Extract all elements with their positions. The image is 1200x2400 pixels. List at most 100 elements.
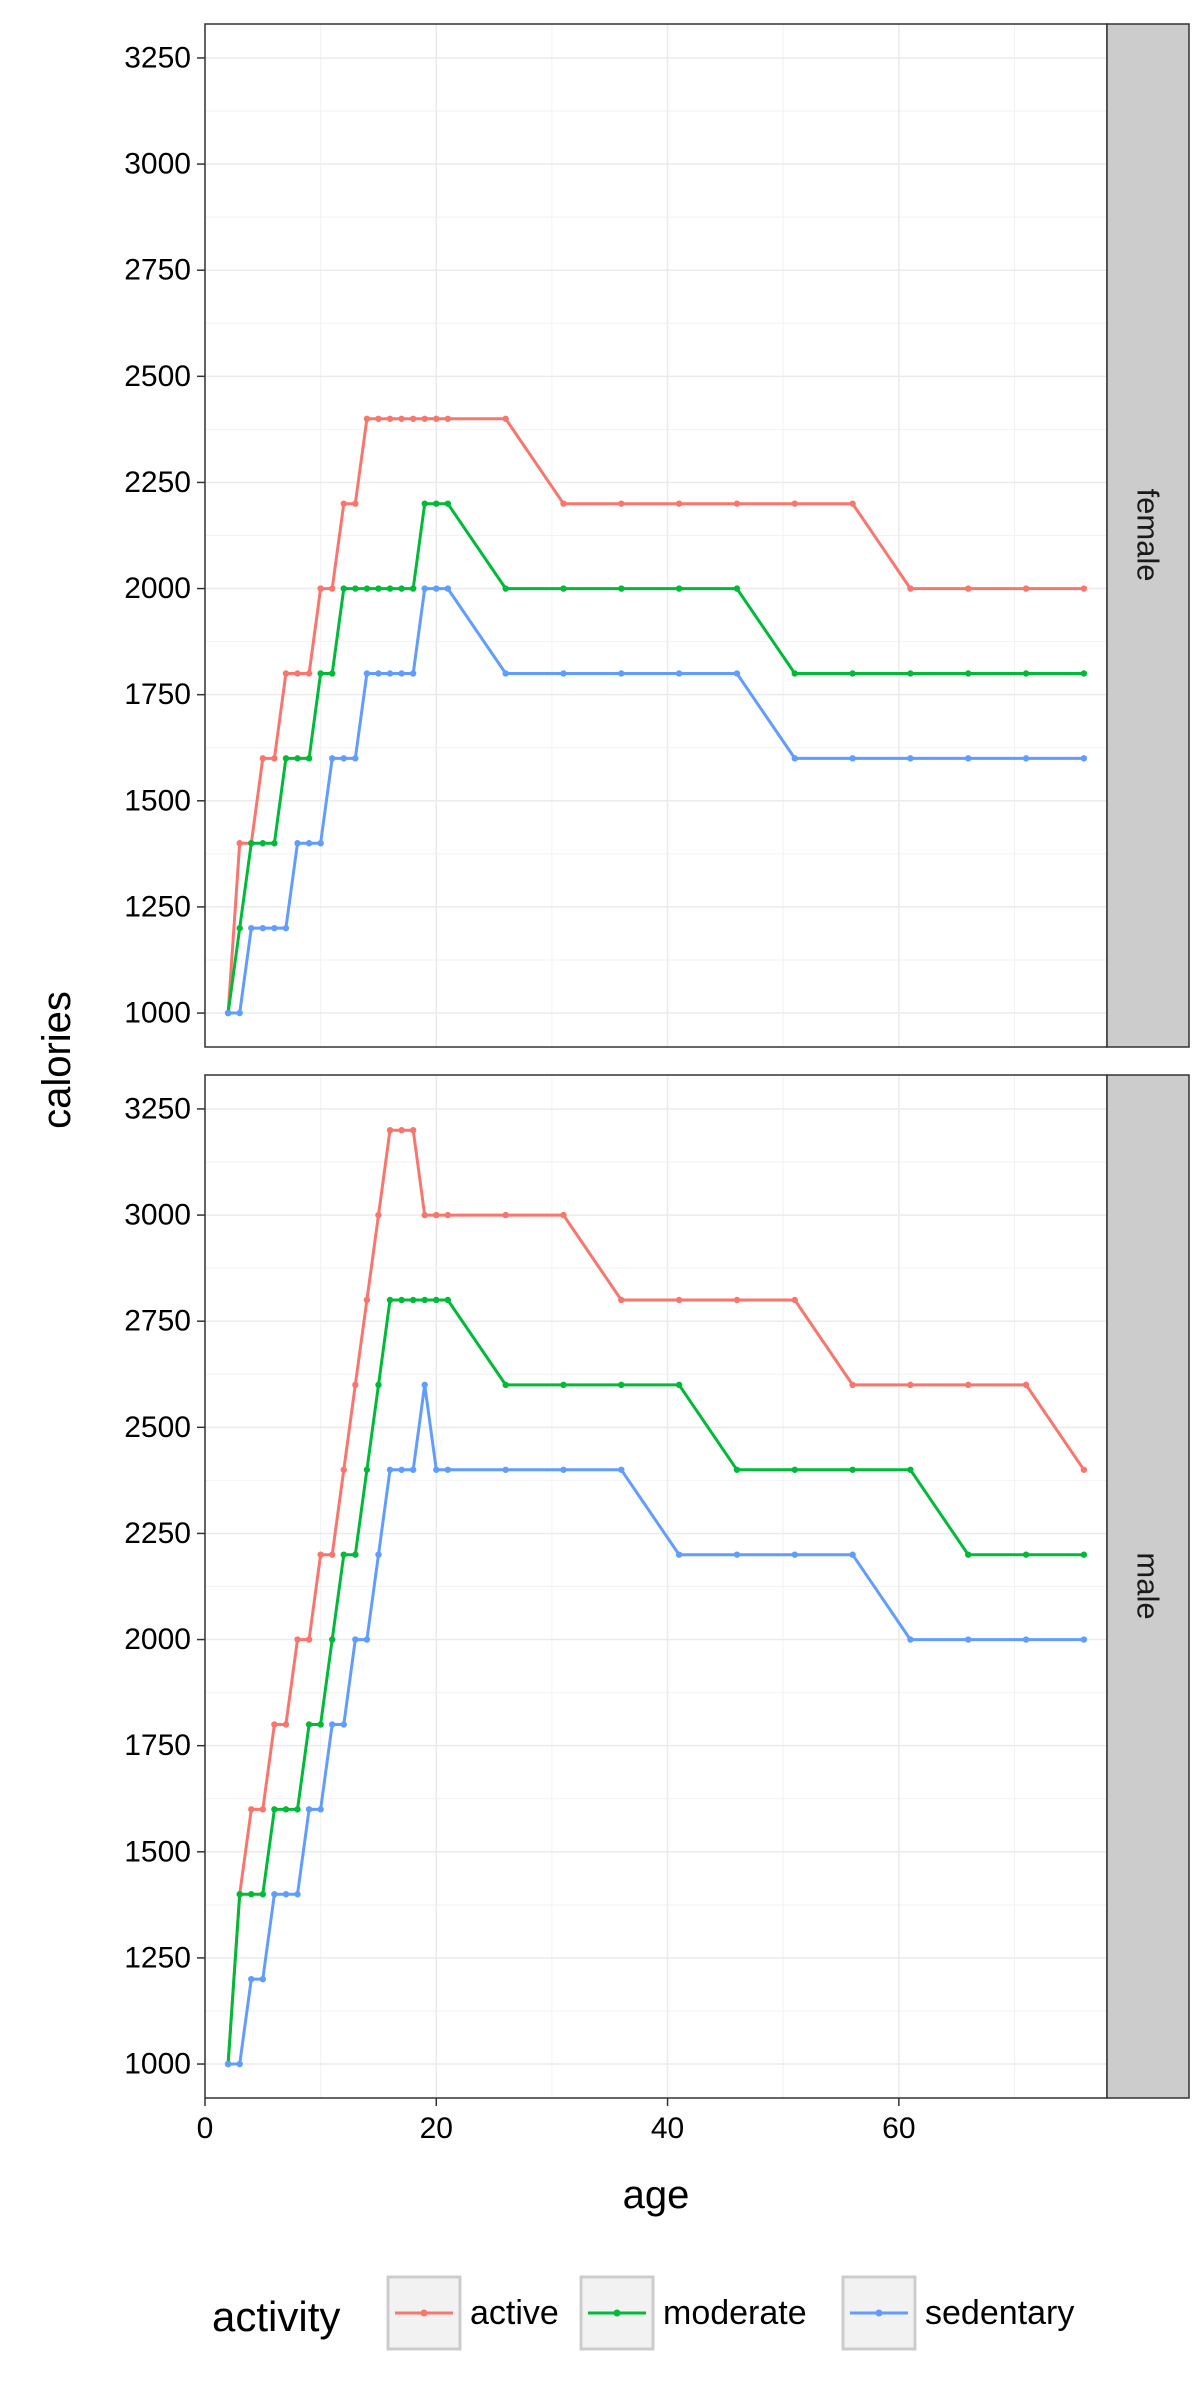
data-point-active: [421, 1211, 428, 1219]
data-point-active: [433, 415, 440, 422]
data-point-active: [502, 415, 509, 422]
panel-male: 1000 1250 1500 1750 2000 2250 2500 2750 3000 3250…: [124, 1074, 1190, 2099]
y-tick-label: 2250: [124, 466, 191, 499]
x-axis-title: age: [623, 2173, 690, 2217]
data-point-active: [733, 500, 741, 507]
data-point-moderate: [340, 585, 347, 592]
data-point-sedentary: [329, 1721, 336, 1728]
data-point-active: [236, 840, 243, 847]
data-point-active: [1080, 1466, 1088, 1473]
data-point-sedentary: [340, 1721, 347, 1728]
x-tick-label: 20: [420, 2112, 453, 2145]
data-point-sedentary: [560, 1466, 567, 1473]
data-point-sedentary: [386, 1466, 394, 1473]
data-point-sedentary: [236, 2060, 243, 2068]
y-tick-label: 3000: [124, 1199, 191, 1232]
data-point-active: [409, 1126, 417, 1134]
legend-title: activity: [212, 2293, 340, 2340]
data-point-sedentary: [398, 1466, 405, 1473]
data-point-sedentary: [375, 670, 382, 677]
data-point-active: [352, 500, 359, 507]
data-point-moderate: [329, 670, 336, 677]
data-point-active: [849, 500, 856, 507]
facet-strip-male: [1106, 1074, 1190, 2099]
legend-label: sedentary: [925, 2294, 1074, 2332]
data-point-active: [907, 1381, 914, 1389]
data-point-moderate: [502, 1381, 509, 1389]
data-point-moderate: [317, 1721, 324, 1728]
data-point-moderate: [305, 1721, 313, 1728]
y-tick-label: 2500: [124, 360, 191, 393]
data-point-moderate: [282, 755, 290, 762]
data-point-active: [907, 585, 914, 592]
data-point-sedentary: [409, 670, 417, 677]
data-point-sedentary: [791, 1551, 798, 1558]
data-point-active: [363, 1296, 371, 1304]
data-point-active: [791, 1296, 798, 1304]
data-point-moderate: [398, 1296, 405, 1304]
data-point-moderate: [675, 585, 683, 592]
data-point-moderate: [907, 1466, 914, 1473]
data-point-sedentary: [421, 1381, 428, 1389]
data-point-moderate: [271, 840, 278, 847]
y-axis-title: calories: [35, 991, 79, 1129]
x-tick-label: 60: [882, 2112, 915, 2145]
data-point-active: [282, 670, 290, 677]
data-point-moderate: [317, 670, 324, 677]
y-tick-label: 2500: [124, 1411, 191, 1444]
data-point-moderate: [248, 840, 255, 847]
panel-female: 1000 1250 1500 1750 2000 2250 2500 2750 3000 3250…: [124, 23, 1190, 1048]
data-point-active: [1022, 1381, 1030, 1389]
data-point-sedentary: [294, 840, 301, 847]
data-point-moderate: [421, 500, 428, 507]
panel-series: [224, 415, 1088, 1017]
data-point-moderate: [329, 1636, 336, 1643]
data-point-sedentary: [352, 1636, 359, 1643]
data-point-sedentary: [409, 1466, 417, 1473]
data-point-moderate: [294, 1806, 301, 1813]
data-point-sedentary: [259, 1975, 267, 1983]
data-point-moderate: [352, 585, 359, 592]
legend-key-point: [875, 2309, 883, 2317]
data-point-sedentary: [224, 1009, 232, 1017]
data-point-active: [433, 1211, 440, 1219]
data-point-sedentary: [433, 585, 440, 592]
data-point-sedentary: [849, 755, 856, 762]
data-point-moderate: [675, 1381, 683, 1389]
data-point-active: [352, 1381, 359, 1389]
data-point-active: [1022, 585, 1030, 592]
data-point-active: [791, 500, 798, 507]
data-point-sedentary: [294, 1891, 301, 1898]
data-point-active: [560, 1211, 567, 1219]
data-point-active: [329, 585, 336, 592]
data-point-sedentary: [907, 1636, 914, 1643]
data-point-active: [398, 415, 405, 422]
data-point-sedentary: [282, 924, 290, 932]
data-point-sedentary: [618, 670, 625, 677]
data-point-sedentary: [444, 1466, 452, 1473]
data-point-moderate: [733, 585, 741, 592]
data-point-moderate: [433, 1296, 440, 1304]
data-point-moderate: [282, 1806, 290, 1813]
x-tick-label: 0: [197, 2112, 214, 2145]
data-point-moderate: [1080, 1551, 1088, 1558]
x-tick-label: 40: [651, 2112, 684, 2145]
data-point-moderate: [433, 500, 440, 507]
legend-label: active: [470, 2294, 559, 2332]
data-point-active: [375, 1211, 382, 1219]
y-tick-label: 3250: [124, 1092, 191, 1125]
data-point-active: [849, 1381, 856, 1389]
data-point-moderate: [560, 1381, 567, 1389]
data-point-active: [409, 415, 417, 422]
data-point-moderate: [363, 1466, 371, 1473]
data-point-sedentary: [1080, 1636, 1088, 1643]
y-tick-label: 2000: [124, 1623, 191, 1656]
data-point-active: [294, 1636, 301, 1643]
data-point-moderate: [409, 1296, 417, 1304]
data-point-moderate: [259, 840, 267, 847]
data-point-sedentary: [363, 1636, 371, 1643]
facet-strip-female: [1106, 23, 1190, 1048]
data-point-sedentary: [444, 585, 452, 592]
data-point-moderate: [236, 924, 243, 932]
